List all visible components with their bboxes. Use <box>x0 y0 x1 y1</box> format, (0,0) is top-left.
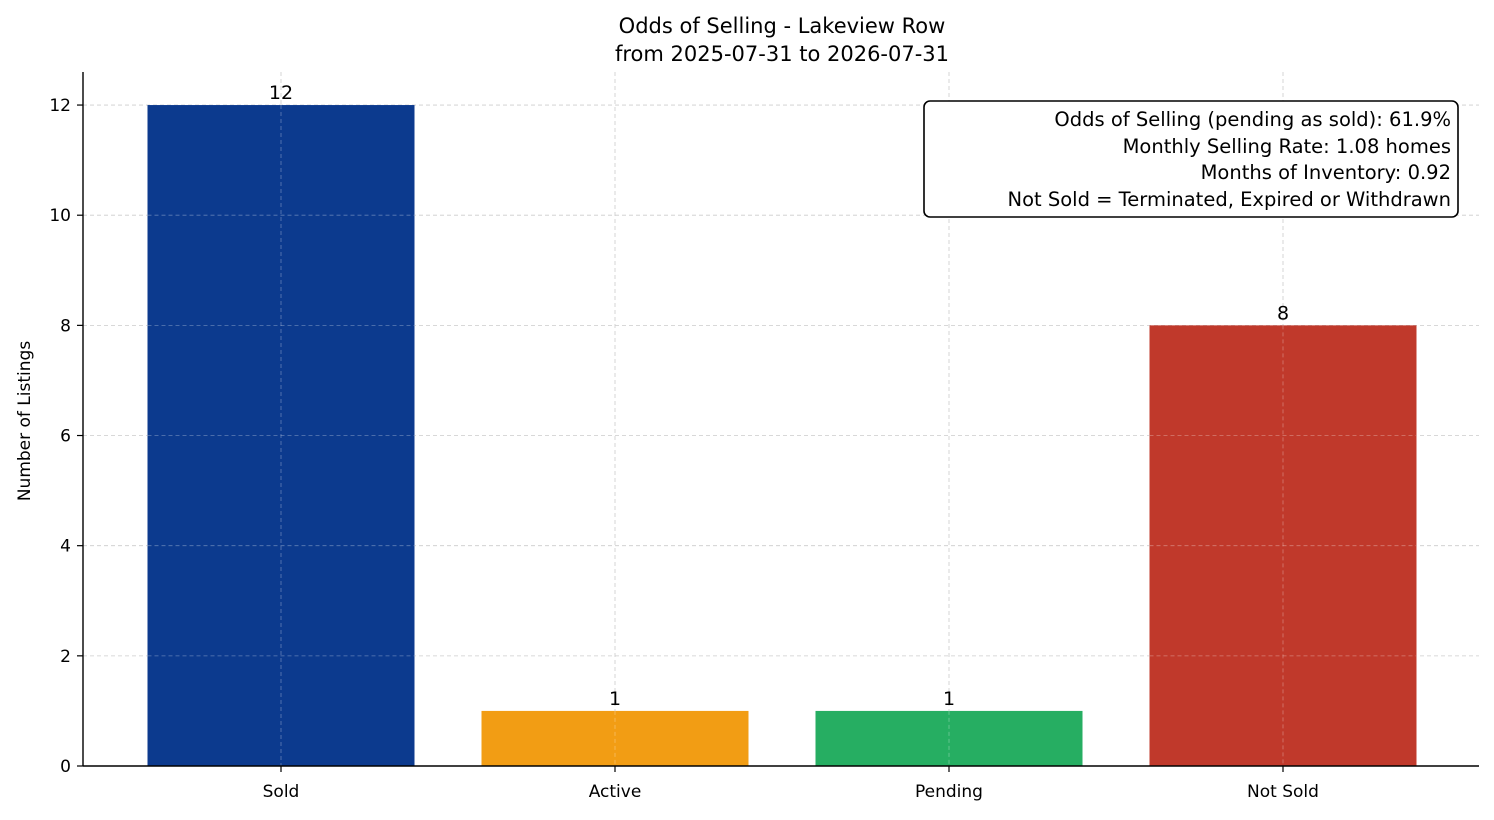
x-tick-label: Pending <box>915 782 983 802</box>
stats-line: Odds of Selling (pending as sold): 61.9% <box>1054 108 1451 131</box>
stats-line: Monthly Selling Rate: 1.08 homes <box>1123 135 1451 158</box>
bar <box>815 710 1083 766</box>
axes: 0 2 4 6 8 10 12 Sold Active Pending Not Sold <box>49 72 1479 802</box>
y-tick-label: 12 <box>49 96 71 116</box>
bars <box>147 105 1417 767</box>
chart-title: Odds of Selling - Lakeview Row <box>619 14 946 38</box>
y-tick-label: 4 <box>60 537 71 557</box>
stats-box: Odds of Selling (pending as sold): 61.9%… <box>923 100 1459 218</box>
x-tick-label: Active <box>589 782 642 802</box>
y-tick-label: 10 <box>49 206 71 226</box>
stats-line: Months of Inventory: 0.92 <box>1201 161 1451 184</box>
stats-box-frame <box>923 100 1459 218</box>
y-tick-label: 8 <box>60 316 71 336</box>
stats-line: Not Sold = Terminated, Expired or Withdr… <box>1007 188 1451 211</box>
chart-subtitle: from 2025-07-31 to 2026-07-31 <box>615 42 949 66</box>
bar-value-label: 8 <box>1277 302 1289 324</box>
y-tick-label: 2 <box>60 647 71 667</box>
bar <box>1149 325 1417 766</box>
bar-value-label: 1 <box>609 688 621 710</box>
bar-value-label: 12 <box>269 82 293 104</box>
bar-value-label: 1 <box>943 688 955 710</box>
bar <box>147 105 415 767</box>
y-tick-label: 0 <box>60 757 71 777</box>
x-tick-label: Not Sold <box>1247 782 1319 802</box>
y-axis-label: Number of Listings <box>15 341 35 501</box>
x-tick-label: Sold <box>263 782 300 802</box>
bar <box>481 710 749 766</box>
data-labels: 12 1 1 8 <box>269 82 1289 710</box>
y-tick-label: 6 <box>60 427 71 447</box>
